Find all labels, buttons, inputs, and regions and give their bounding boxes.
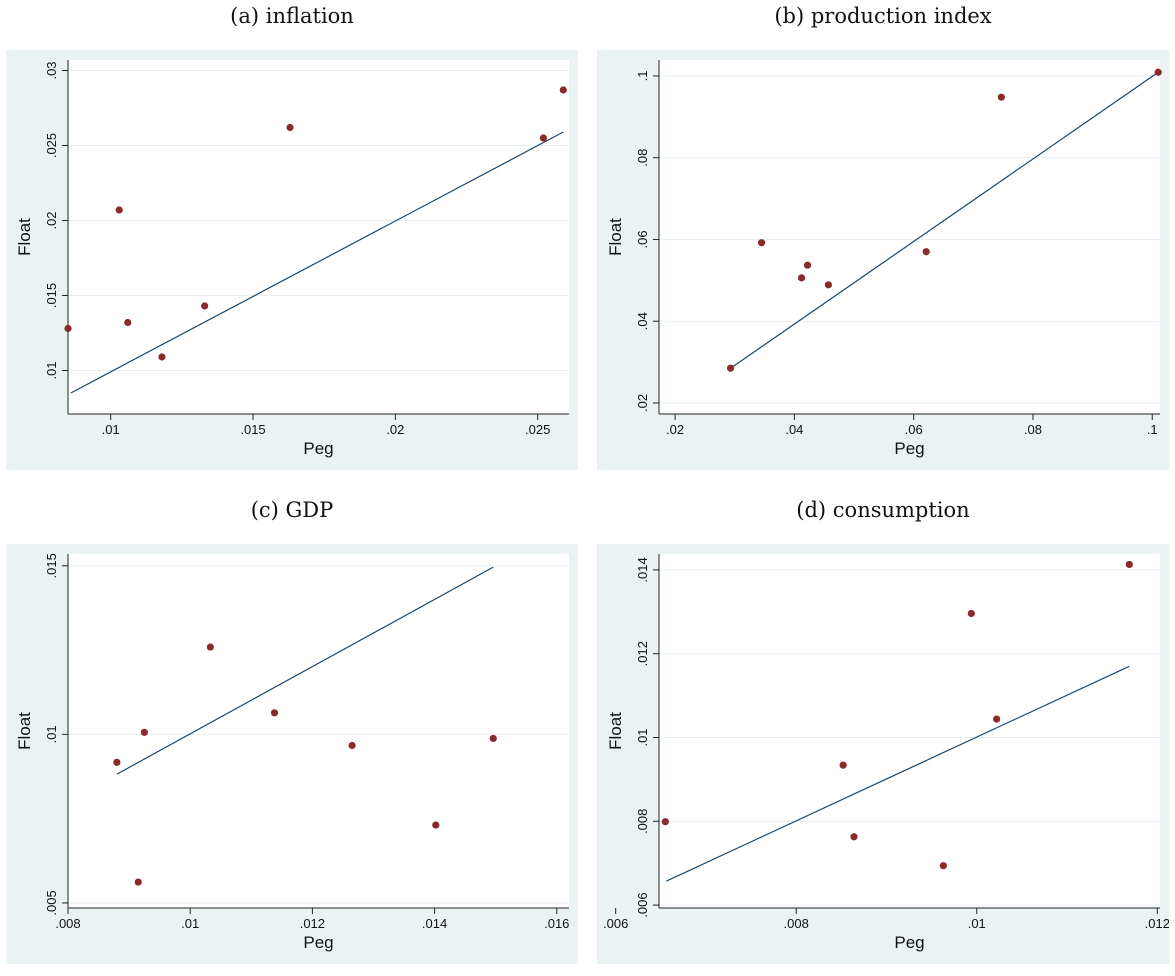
y-tick-label: .02 xyxy=(44,211,59,229)
plot-area xyxy=(68,60,569,414)
data-point xyxy=(824,281,832,289)
y-tick-label: .014 xyxy=(635,557,650,582)
x-tick-label: .08 xyxy=(1024,422,1042,437)
y-tick-label: .006 xyxy=(635,892,650,917)
x-axis-title: Peg xyxy=(894,439,924,458)
y-tick-label: .04 xyxy=(635,312,650,330)
panel-consumption: (d) consumption .006 .008 .01 .012 .006 .008.… xyxy=(597,496,1169,964)
data-point xyxy=(967,609,975,618)
data-point xyxy=(140,728,148,736)
data-point xyxy=(64,324,72,333)
data-point xyxy=(201,302,209,310)
y-tick-label: .1 xyxy=(635,71,650,82)
chart-production-index: .02 .04 .06 .08 .1 .02 .04 .06 .08 .1 Peg Float xyxy=(597,50,1169,470)
y-tick-label: .005 xyxy=(44,890,59,915)
panel-gdp: (c) GDP .008 .01 .012 .014 .016 .005 .01 .015 Pe… xyxy=(6,496,578,964)
data-point xyxy=(559,86,567,94)
panel-inflation: (a) inflation .01.015.02.025.01.015.02.0… xyxy=(6,2,578,470)
x-tick-label: .006 xyxy=(603,916,628,931)
y-tick-label: .008 xyxy=(635,809,650,834)
data-point xyxy=(124,318,132,327)
data-point xyxy=(206,643,214,651)
data-point xyxy=(270,709,279,717)
y-tick-label: .02 xyxy=(635,394,650,412)
x-tick-label: .014 xyxy=(422,916,447,931)
data-point xyxy=(922,248,930,256)
data-point xyxy=(158,353,166,361)
panel-production-index: (b) production index .02.04.06.08.1.02.0… xyxy=(597,2,1169,470)
data-point xyxy=(797,274,806,282)
x-tick-label: .012 xyxy=(1145,916,1169,931)
x-tick-label: .02 xyxy=(386,422,404,437)
x-tick-label: .015 xyxy=(240,422,265,437)
data-point xyxy=(286,123,294,132)
x-tick-label: .06 xyxy=(905,422,923,437)
x-axis-title: Peg xyxy=(303,933,333,952)
fit-line xyxy=(116,566,494,775)
y-tick-label: .01 xyxy=(44,361,59,379)
data-point xyxy=(757,239,766,247)
data-point xyxy=(726,364,735,372)
panel-caption: (a) inflation xyxy=(230,4,354,28)
y-tick-label: .025 xyxy=(44,133,59,158)
x-tick-label: .025 xyxy=(525,422,550,437)
y-tick-label: .015 xyxy=(44,283,59,308)
x-tick-label: .1 xyxy=(1147,422,1158,437)
panel-caption: (b) production index xyxy=(774,4,992,28)
x-tick-label: .012 xyxy=(300,916,325,931)
plot-area xyxy=(68,554,569,908)
panel-caption: (c) GDP xyxy=(250,498,334,522)
data-point xyxy=(115,206,123,214)
data-point xyxy=(539,134,547,142)
x-tick-label: .008 xyxy=(784,916,809,931)
data-point xyxy=(997,93,1005,101)
y-axis-title: Float xyxy=(606,712,625,750)
chart-inflation: .01 .015 .02 .025 .01 .015 .02 .025 .03 Peg Float xyxy=(6,50,578,470)
fit-line xyxy=(665,665,1130,882)
y-tick-label: .08 xyxy=(635,149,650,167)
data-point xyxy=(939,862,947,870)
data-point xyxy=(113,758,121,766)
x-tick-label: .01 xyxy=(968,916,986,931)
data-point xyxy=(1154,68,1162,76)
data-point xyxy=(1125,560,1133,569)
panel-caption: (d) consumption xyxy=(796,498,970,522)
plot-area xyxy=(659,60,1160,414)
x-tick-label: .016 xyxy=(544,916,569,931)
data-point xyxy=(803,261,812,269)
data-point xyxy=(993,715,1001,723)
y-tick-label: .03 xyxy=(44,61,59,79)
y-tick-label: .01 xyxy=(44,725,59,743)
y-tick-label: .012 xyxy=(635,641,650,666)
x-tick-label: .02 xyxy=(666,422,684,437)
data-point xyxy=(661,818,669,826)
x-tick-label: .04 xyxy=(785,422,803,437)
y-tick-label: .015 xyxy=(44,553,59,578)
x-tick-label: .01 xyxy=(102,422,120,437)
x-axis-title: Peg xyxy=(894,933,924,952)
data-point xyxy=(348,741,356,750)
data-point xyxy=(489,734,497,743)
x-tick-label: .008 xyxy=(55,916,80,931)
x-axis-title: Peg xyxy=(303,439,333,458)
fit-line xyxy=(70,131,564,394)
chart-gdp: .008 .01 .012 .014 .016 .005 .01 .015 Peg Float xyxy=(6,544,578,964)
fit-line xyxy=(730,71,1159,369)
y-tick-label: .06 xyxy=(635,230,650,248)
data-point xyxy=(134,878,142,886)
chart-consumption: .006 .008 .01 .012 .006 .008 .01 .012 .014 Peg Flo… xyxy=(597,544,1169,964)
y-axis-title: Float xyxy=(606,218,625,256)
y-axis-title: Float xyxy=(15,712,34,750)
x-tick-label: .01 xyxy=(181,916,199,931)
y-tick-label: .01 xyxy=(635,728,650,746)
y-axis-title: Float xyxy=(15,218,34,256)
data-point xyxy=(432,821,440,829)
data-point xyxy=(850,833,858,841)
plot-area xyxy=(659,554,1160,908)
data-point xyxy=(839,761,847,769)
